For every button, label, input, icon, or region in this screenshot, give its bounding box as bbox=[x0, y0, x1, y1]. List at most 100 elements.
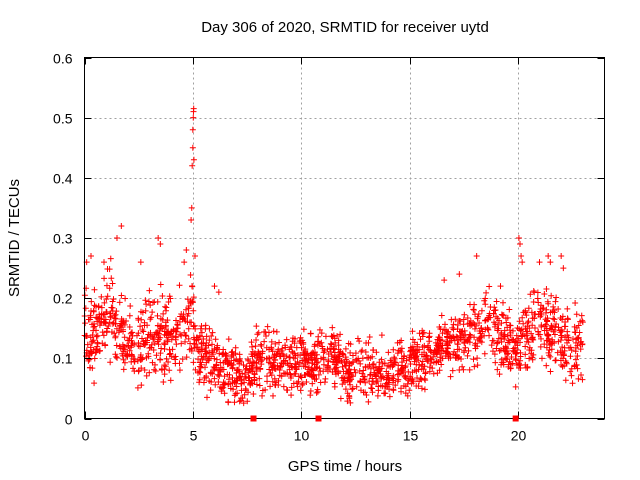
data-point bbox=[513, 357, 520, 364]
data-point bbox=[439, 342, 446, 349]
data-point bbox=[504, 356, 511, 363]
data-point bbox=[543, 362, 550, 369]
data-point bbox=[513, 339, 520, 346]
data-point bbox=[139, 327, 146, 334]
data-point bbox=[497, 346, 504, 353]
data-point bbox=[538, 355, 545, 362]
data-point bbox=[276, 367, 283, 374]
data-point bbox=[339, 350, 346, 357]
data-point bbox=[267, 369, 274, 376]
data-point bbox=[216, 350, 223, 357]
data-point bbox=[200, 353, 207, 360]
data-point bbox=[84, 341, 91, 348]
data-point bbox=[496, 347, 503, 354]
data-point bbox=[245, 377, 252, 384]
baseline-markers bbox=[250, 415, 519, 422]
data-point bbox=[568, 372, 575, 379]
data-point bbox=[126, 323, 133, 330]
data-point bbox=[493, 298, 500, 305]
data-point bbox=[409, 328, 416, 335]
data-point bbox=[227, 360, 234, 367]
data-point bbox=[265, 329, 272, 336]
data-point bbox=[435, 344, 442, 351]
data-point bbox=[466, 366, 473, 373]
data-point bbox=[412, 354, 419, 361]
data-point bbox=[312, 357, 319, 364]
data-point bbox=[183, 247, 190, 254]
data-point bbox=[143, 301, 150, 308]
data-point bbox=[329, 324, 336, 331]
data-point bbox=[138, 382, 145, 389]
data-point bbox=[239, 370, 246, 377]
data-point bbox=[369, 389, 376, 396]
data-point bbox=[249, 343, 256, 350]
data-point bbox=[495, 325, 502, 332]
data-point bbox=[377, 370, 384, 377]
data-point bbox=[488, 342, 495, 349]
data-point bbox=[406, 352, 413, 359]
data-point bbox=[416, 330, 423, 337]
data-point bbox=[523, 338, 530, 345]
data-point bbox=[167, 295, 174, 302]
data-point bbox=[419, 330, 426, 337]
data-point bbox=[518, 253, 525, 260]
data-point bbox=[472, 340, 479, 347]
data-point bbox=[357, 379, 364, 386]
data-point bbox=[569, 380, 576, 387]
data-point bbox=[130, 365, 137, 372]
data-point bbox=[573, 362, 580, 369]
data-point bbox=[376, 363, 383, 370]
y-tick-label: 0.4 bbox=[53, 171, 73, 187]
data-point bbox=[161, 362, 168, 369]
data-point bbox=[398, 388, 405, 395]
data-point bbox=[322, 375, 329, 382]
data-point bbox=[351, 366, 358, 373]
data-point bbox=[150, 336, 157, 343]
data-point bbox=[295, 373, 302, 380]
data-point bbox=[212, 381, 219, 388]
data-point bbox=[471, 363, 478, 370]
data-point bbox=[297, 337, 304, 344]
data-point bbox=[208, 333, 215, 340]
data-point bbox=[473, 253, 480, 260]
data-point bbox=[509, 327, 516, 334]
data-point bbox=[173, 317, 180, 324]
data-point bbox=[362, 379, 369, 386]
data-point bbox=[471, 301, 478, 308]
data-point bbox=[297, 387, 304, 394]
data-point bbox=[294, 358, 301, 365]
data-point bbox=[437, 354, 444, 361]
data-point bbox=[405, 368, 412, 375]
data-point bbox=[457, 328, 464, 335]
data-point bbox=[512, 383, 519, 390]
data-point bbox=[425, 342, 432, 349]
data-point bbox=[90, 337, 97, 344]
data-point bbox=[316, 326, 323, 333]
data-point bbox=[240, 361, 247, 368]
data-point bbox=[164, 317, 171, 324]
data-point bbox=[188, 204, 195, 211]
data-point bbox=[145, 298, 152, 305]
data-point bbox=[545, 253, 552, 260]
data-point bbox=[394, 378, 401, 385]
data-point bbox=[215, 289, 222, 296]
data-point bbox=[546, 352, 553, 359]
data-point bbox=[443, 338, 450, 345]
data-point bbox=[202, 350, 209, 357]
data-point bbox=[127, 344, 134, 351]
data-point bbox=[311, 343, 318, 350]
data-point bbox=[197, 364, 204, 371]
data-point bbox=[203, 394, 210, 401]
y-axis-label: SRMTID / TECUs bbox=[6, 179, 23, 297]
data-point bbox=[419, 344, 426, 351]
data-point bbox=[112, 334, 119, 341]
data-point bbox=[539, 305, 546, 312]
data-point bbox=[153, 352, 160, 359]
data-point bbox=[253, 337, 260, 344]
data-point bbox=[138, 365, 145, 372]
data-point bbox=[143, 354, 150, 361]
data-point bbox=[174, 325, 181, 332]
data-point bbox=[441, 321, 448, 328]
data-point bbox=[478, 325, 485, 332]
data-point bbox=[241, 371, 248, 378]
